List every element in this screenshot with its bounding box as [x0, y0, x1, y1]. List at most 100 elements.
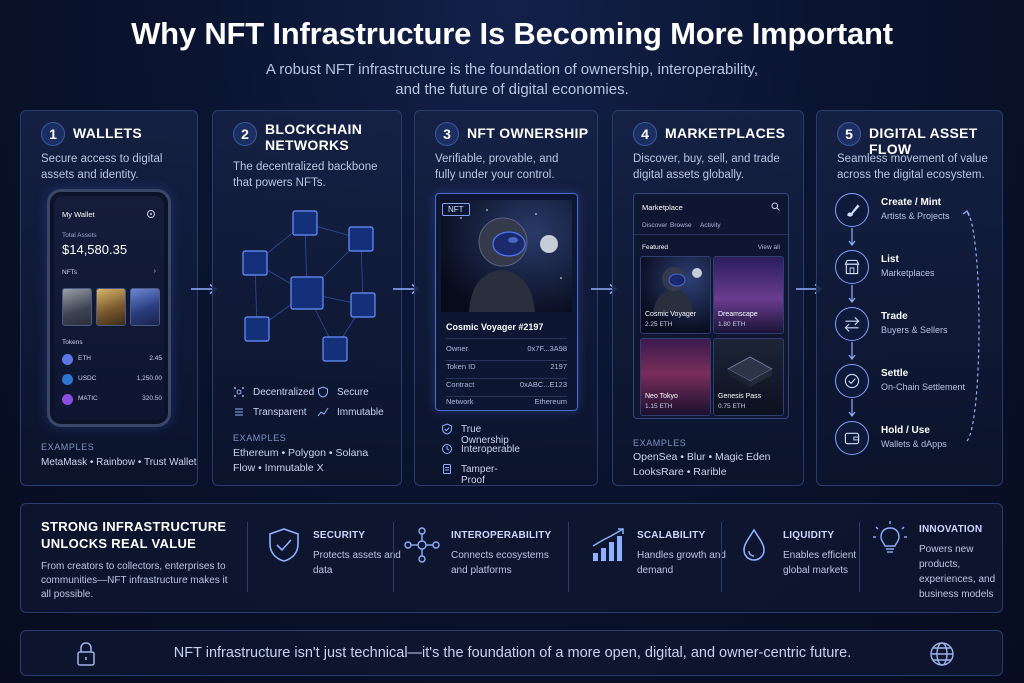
kv-row-token-id: Token ID 2197: [446, 362, 567, 376]
market-item[interactable]: Neo Tokyo 1.15 ETH: [640, 338, 711, 416]
lightbulb-icon: [873, 521, 907, 553]
subtitle-line-2: and the future of digital economies.: [395, 81, 629, 98]
globe-icon: [930, 642, 954, 666]
heading-line: STRONG INFRASTRUCTURE: [41, 519, 227, 534]
divider: [393, 522, 394, 592]
examples-text: Ethereum • Polygon • Solana Flow • Immut…: [233, 446, 368, 476]
kv-key: Token ID: [446, 362, 476, 371]
shield-check-icon: [442, 423, 452, 435]
step-number: 2: [233, 122, 257, 146]
desc-line: across the digital ecosystem.: [837, 169, 985, 181]
token-row[interactable]: USDC 1,250.00: [62, 372, 162, 388]
kv-key: Contract: [446, 380, 475, 389]
tab-discover[interactable]: Discover: [642, 222, 668, 229]
panel-wallets: 1 WALLETS Secure access to digital asset…: [20, 110, 198, 486]
benefit-title: SCALABILITY: [637, 530, 706, 541]
tokens-label: Tokens: [62, 339, 83, 346]
benefit-sub: Handles growth and demand: [637, 550, 726, 576]
benefit-title: SECURITY: [313, 530, 366, 541]
divider: [446, 396, 567, 397]
panel-title: NFT OWNERSHIP: [467, 125, 589, 141]
flow-step-sub: Buyers & Sellers: [881, 325, 948, 335]
divider: [446, 338, 567, 339]
token-row[interactable]: ETH 2.45: [62, 352, 162, 368]
desc-line: Discover, buy, sell, and trade: [633, 153, 780, 165]
kv-row-network: Network Ethereum: [446, 397, 567, 411]
benefit-innovation: INNOVATION Powers new products, experien…: [871, 516, 1001, 600]
footer-banner: NFT infrastructure isn't just technical—…: [20, 630, 1003, 676]
feature-label: Transparent: [253, 407, 307, 418]
item-price: 1.15 ETH: [645, 403, 673, 410]
token-value: 320.50: [142, 395, 162, 402]
store-icon: [835, 250, 869, 284]
kv-key: Owner: [446, 344, 469, 353]
settings-icon[interactable]: [146, 209, 156, 219]
panel-description: The decentralized backbone that powers N…: [233, 159, 378, 191]
shield-check-icon: [269, 528, 299, 562]
footer-text: NFT infrastructure isn't just technical—…: [173, 645, 852, 661]
total-assets-value: $14,580.35: [62, 242, 128, 257]
benefits-description: From creators to collectors, enterprises…: [41, 561, 228, 600]
step-number: 4: [633, 122, 657, 146]
market-item[interactable]: Genesis Pass 0.75 ETH: [713, 338, 784, 416]
examples-label: EXAMPLES: [41, 442, 95, 452]
benefit-scalability: SCALABILITY Handles growth and demand: [589, 522, 729, 602]
divider: [247, 522, 248, 592]
divider: [634, 234, 788, 235]
flow-step-title: Hold / Use: [881, 425, 930, 436]
tab-browse[interactable]: Browse: [670, 222, 692, 229]
feature-label: True Ownership: [461, 424, 509, 446]
step-number: 5: [837, 122, 861, 146]
examples-line: Flow • Immutable X: [233, 462, 324, 474]
market-item[interactable]: Dreamscape 1.80 ETH: [713, 256, 784, 334]
benefit-sub: Enables efficient global markets: [783, 550, 857, 576]
flow-step-settle: Settle On-Chain Settlement: [835, 364, 985, 400]
flow-step-sub: On-Chain Settlement: [881, 382, 966, 392]
desc-line: The decentralized backbone: [233, 161, 378, 173]
benefit-title: INNOVATION: [919, 524, 983, 535]
examples-line: LooksRare • Rarible: [633, 466, 727, 478]
title-line: BLOCKCHAIN: [265, 121, 363, 137]
nft-thumbnail[interactable]: [96, 288, 126, 326]
chevron-right-icon[interactable]: ›: [153, 268, 156, 275]
flow-step-create: Create / Mint Artists & Projects: [835, 193, 985, 229]
panel-nft-ownership: 3 NFT OWNERSHIP Verifiable, provable, an…: [414, 110, 598, 486]
desc-line: Secure access to digital: [41, 153, 163, 165]
check-circle-icon: [835, 364, 869, 398]
token-value: 2.45: [149, 355, 162, 362]
examples-text: MetaMask • Rainbow • Trust Wallet: [41, 457, 197, 468]
kv-value: 0x7F...3A98: [527, 344, 567, 353]
nft-card[interactable]: NFT Cosmic Voyager #2197 Owner 0x7F...3A9…: [435, 193, 578, 411]
divider: [721, 522, 722, 592]
brush-icon: [835, 193, 869, 227]
examples-label: EXAMPLES: [633, 438, 687, 448]
kv-row-owner: Owner 0x7F...3A98: [446, 344, 567, 358]
tab-activity[interactable]: Activity: [700, 222, 721, 229]
wallet-icon: [835, 421, 869, 455]
item-name: Dreamscape: [718, 311, 758, 318]
phone-screen: My Wallet Total Assets $14,580.35 NFTs ›…: [54, 196, 164, 420]
panel-description: Secure access to digital assets and iden…: [41, 151, 162, 183]
nft-thumbnail[interactable]: [62, 288, 92, 326]
panel-description: Verifiable, provable, and fully under yo…: [435, 151, 558, 183]
token-name: ETH: [78, 355, 91, 362]
token-row[interactable]: MATIC 320.50: [62, 392, 162, 408]
feature-label: Tamper-Proof: [461, 464, 498, 486]
total-assets-label: Total Assets: [62, 232, 97, 239]
panel-marketplaces: 4 MARKETPLACES Discover, buy, sell, and …: [612, 110, 804, 486]
nft-thumbnail[interactable]: [130, 288, 160, 326]
divider: [859, 522, 860, 592]
search-icon[interactable]: [771, 202, 780, 211]
view-all-link[interactable]: View all: [757, 244, 780, 251]
flow-step-title: Trade: [881, 311, 908, 322]
blockchain-network-icon: [242, 210, 376, 362]
featured-label: Featured: [642, 244, 669, 251]
step-number: 1: [41, 122, 65, 146]
network-icon: [234, 387, 244, 397]
benefit-sub: Powers new products, experiences, and bu…: [919, 544, 996, 600]
market-item[interactable]: Cosmic Voyager 2.25 ETH: [640, 256, 711, 334]
desc-line: that powers NFTs.: [233, 177, 326, 189]
examples-label: EXAMPLES: [233, 433, 287, 443]
token-name: USDC: [78, 375, 97, 382]
panel-digital-asset-flow: 5 DIGITAL ASSET FLOW Seamless movement o…: [816, 110, 1003, 486]
